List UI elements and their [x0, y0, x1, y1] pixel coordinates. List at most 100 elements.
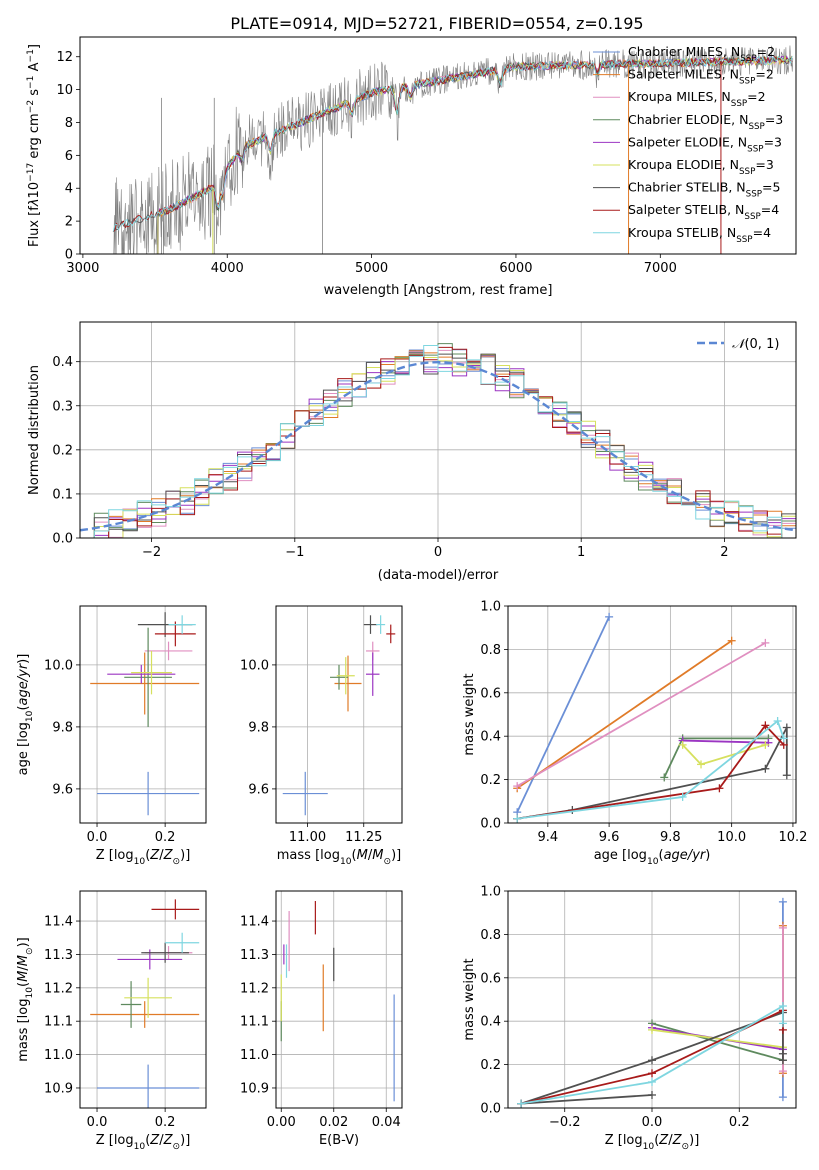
y-tick-label: 11.0 — [44, 1048, 73, 1063]
histogram-8 — [80, 344, 796, 538]
errorbar-point-6 — [363, 615, 378, 634]
y-tick-label: 0.6 — [480, 971, 501, 986]
weight-marker-3 — [660, 773, 669, 782]
x-axis-label: E(B-V) — [319, 1133, 359, 1148]
errorbar-point-5 — [336, 657, 355, 695]
x-tick-label: 7000 — [644, 261, 677, 276]
plot-area — [90, 899, 200, 1108]
y-tick-label: 11.4 — [240, 915, 269, 930]
y-axis-label: mass [log10(M/M⊙)] — [16, 937, 35, 1061]
weight-marker-2 — [761, 638, 770, 647]
y-axis-label: mass weight — [462, 958, 477, 1040]
y-tick-label: 0.3 — [52, 399, 73, 414]
weight-line-6 — [517, 727, 788, 820]
axes-frame — [275, 605, 403, 824]
axes-frame — [79, 890, 207, 1109]
weight-line-0 — [516, 616, 610, 813]
y-tick-label: 10 — [56, 83, 73, 98]
weight-marker-2 — [513, 782, 522, 791]
legend-label-5: Kroupa ELODIE, NSSP=3 — [628, 157, 774, 177]
panel-mass-vs-Z: 0.0 0.2 10.9 11.0 11.1 11.2 11.3 11.4 Z [log10(Z… — [16, 890, 207, 1152]
panel-age-vs-Z: 0.0 0.2 9.6 9.8 10.0 Z [log10(Z/Z⊙)] age [log1… — [16, 605, 207, 867]
axes-frame — [507, 890, 797, 1109]
y-tick-label: 0.2 — [480, 773, 501, 788]
x-axis-label: mass [log10(M/M⊙)] — [277, 848, 401, 867]
x-axis-label: age [log10(age/yr) — [594, 848, 711, 867]
errorbar-point-4 — [366, 652, 380, 696]
x-tick-label: 9.6 — [599, 830, 620, 845]
plot-area — [282, 615, 396, 816]
x-tick-label: 10.2 — [778, 830, 807, 845]
y-tick-label: 0.8 — [480, 928, 501, 943]
legend-label-1: Salpeter MILES, NSSP=2 — [628, 67, 774, 87]
errorbar-point-3 — [330, 664, 348, 690]
page-title: PLATE=0914, MJD=52721, FIBERID=0554, z=0… — [230, 14, 643, 33]
x-tick-label: 5000 — [355, 261, 388, 276]
y-tick-label: 11.3 — [44, 948, 73, 963]
model-line-5 — [157, 55, 793, 254]
y-tick-label: 11.1 — [44, 1015, 73, 1030]
y-tick-label: 10.9 — [240, 1081, 269, 1096]
errorbar-point-0 — [97, 1064, 200, 1108]
y-tick-label: 0.4 — [52, 355, 73, 370]
axes-frame — [275, 890, 403, 1109]
x-tick-label: −1 — [285, 545, 304, 560]
weight-marker-8 — [513, 814, 522, 823]
y-tick-label: 6 — [65, 149, 73, 164]
x-tick-label: 0 — [434, 545, 442, 560]
x-tick-label: 6000 — [499, 261, 532, 276]
y-tick-label: 11.0 — [240, 1048, 269, 1063]
x-tick-label: 0.02 — [319, 1115, 348, 1130]
legend-label-3: Chabrier ELODIE, NSSP=3 — [628, 112, 783, 132]
weight-marker-0 — [605, 612, 614, 621]
x-tick-label: 0.00 — [267, 1115, 296, 1130]
model-line-7 — [112, 56, 793, 233]
y-tick-label: 10.0 — [240, 658, 269, 673]
panel-spectrum: 3000 4000 5000 6000 7000 0 2 4 6 8 10 12 wavelength … — [26, 36, 797, 298]
legend-gaussian-label: 𝒩(0, 1) — [732, 337, 779, 352]
errorbar-point-8 — [376, 615, 386, 634]
y-tick-label: 11.3 — [240, 948, 269, 963]
weight-line-5 — [681, 744, 766, 766]
x-tick-label: 11.25 — [345, 830, 382, 845]
x-tick-label: 0.2 — [729, 1115, 750, 1130]
y-tick-label: 0.1 — [52, 487, 73, 502]
x-tick-label: 2 — [720, 545, 728, 560]
weight-line-8 — [517, 719, 785, 820]
weight-marker-5 — [678, 740, 687, 749]
x-tick-label: 10.0 — [717, 830, 746, 845]
gaussian-curve — [80, 360, 796, 532]
weight-marker-0 — [778, 897, 787, 906]
y-tick-label: 0.2 — [480, 1058, 501, 1073]
y-tick-label: 0 — [65, 248, 73, 263]
weight-marker-6 — [761, 764, 770, 773]
y-tick-label: 9.8 — [248, 720, 269, 735]
legend-label-6: Chabrier STELIB, NSSP=5 — [628, 180, 780, 200]
y-axis-label: age [log10(age/yr)] — [16, 654, 35, 776]
x-tick-label: 0.0 — [642, 1115, 663, 1130]
weight-marker-8 — [773, 717, 782, 726]
weight-marker-5 — [697, 760, 706, 769]
weight-marker-6 — [648, 1056, 656, 1065]
x-tick-label: 11.00 — [289, 830, 326, 845]
legend-label-7: Salpeter STELIB, NSSP=4 — [628, 202, 779, 222]
plot-area — [517, 897, 787, 1108]
weight-marker-6 — [782, 723, 791, 732]
x-axis-label: (data-model)/error — [378, 568, 499, 583]
weight-line-5 — [651, 1028, 784, 1049]
panel-residuals: −2 −1 0 1 2 0.0 0.1 0.2 0.3 0.4 (data-model)/error… — [27, 321, 797, 583]
errorbar-point-5 — [131, 650, 172, 695]
weight-marker-2 — [778, 923, 787, 932]
panel-weight-vs-age: 9.4 9.6 9.8 10.0 10.2 0.0 0.2 0.4 0.6 0.8 1.0 age [… — [462, 600, 807, 868]
weight-marker-8 — [517, 1099, 526, 1108]
plot-area — [90, 612, 200, 816]
errorbar-point-7 — [154, 621, 196, 647]
y-tick-label: 0.0 — [52, 532, 73, 547]
errorbar-point-2 — [144, 641, 193, 661]
weight-marker-8 — [678, 792, 687, 801]
x-tick-label: 9.8 — [660, 830, 681, 845]
weight-marker-7 — [648, 1069, 656, 1078]
x-axis-label: Z [log10(Z/Z⊙)] — [96, 1133, 191, 1152]
y-axis-label: Normed distribution — [27, 365, 42, 495]
y-tick-label: 0.0 — [480, 817, 501, 832]
